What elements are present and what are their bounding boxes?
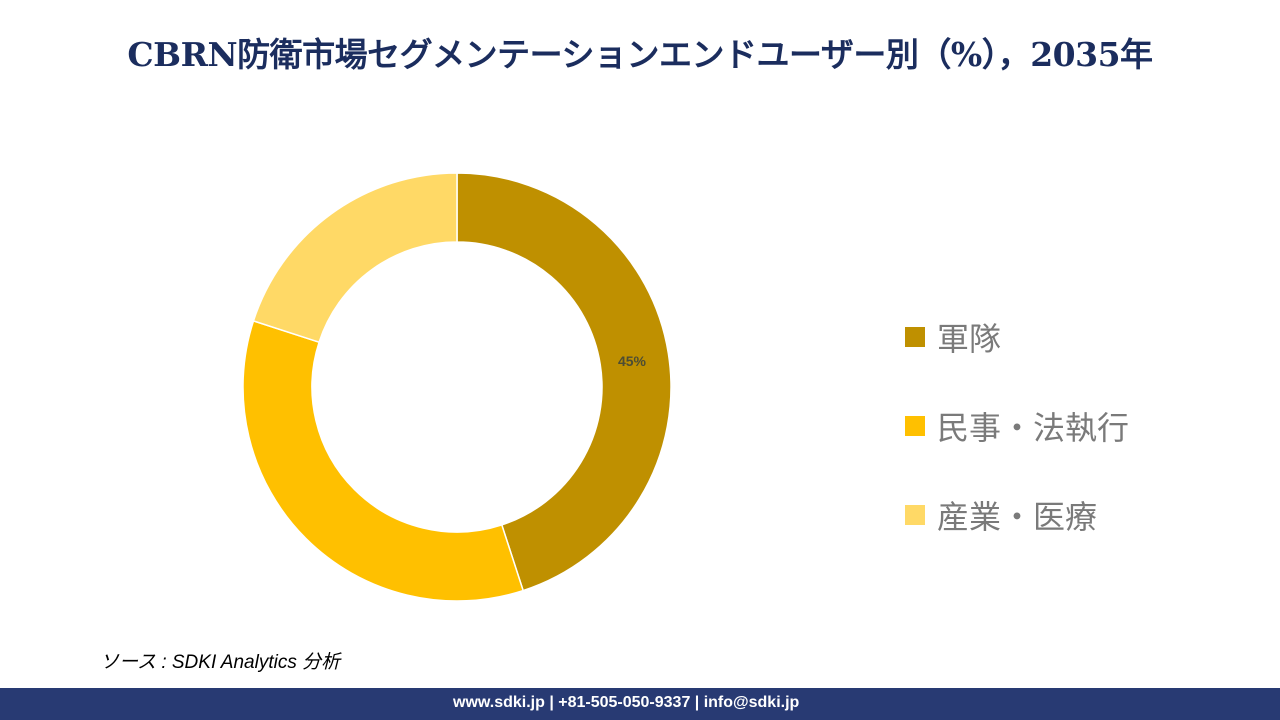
legend-label: 軍隊 — [937, 319, 1002, 358]
legend-item: 民事・法執行 — [905, 359, 1129, 492]
source-note: ソース : SDKI Analytics 分析 — [100, 652, 341, 673]
data-label: 45% — [618, 353, 647, 369]
legend-item: 産業・医療 — [905, 448, 1129, 581]
donut-slice — [456, 172, 672, 592]
legend-swatch — [905, 415, 925, 436]
legend-item: 軍隊 — [905, 270, 1129, 403]
legend: 軍隊 民事・法執行 産業・医療 — [905, 270, 1129, 581]
legend-swatch — [905, 504, 925, 525]
legend-label: 民事・法執行 — [937, 408, 1130, 447]
footer-bar: www.sdki.jp | +81-505-050-9337 | info@sd… — [0, 688, 1280, 720]
legend-swatch — [905, 326, 925, 347]
legend-label: 産業・医療 — [937, 497, 1098, 536]
donut-slice — [242, 319, 525, 602]
footer-contact: www.sdki.jp | +81-505-050-9337 | info@sd… — [453, 694, 800, 711]
donut-slice — [252, 172, 458, 344]
chart-title: CBRN防衛市場セグメンテーションエンドユーザー別（%），2035年 — [127, 35, 1153, 74]
